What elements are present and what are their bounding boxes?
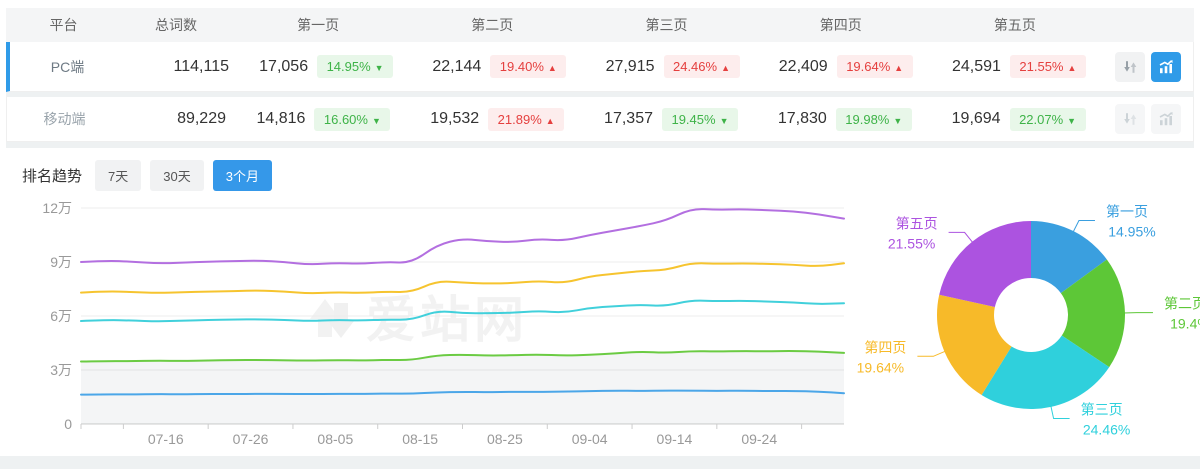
sort-arrows-icon <box>1124 60 1137 73</box>
total-words-value: 89,229 <box>177 110 226 127</box>
tab-30days[interactable]: 30天 <box>150 160 204 191</box>
svg-text:07-26: 07-26 <box>233 431 269 447</box>
col-page-2: 第二页 <box>471 17 514 33</box>
page1-change-badge: 14.95% ▼ <box>317 55 394 78</box>
col-page-5: 第五页 <box>993 17 1036 33</box>
section-separator <box>6 142 1194 148</box>
page5-count: 19,694 <box>951 110 1001 127</box>
total-words-value: 114,115 <box>173 57 229 75</box>
svg-text:第四页: 第四页 <box>864 339 906 355</box>
svg-text:09-24: 09-24 <box>741 431 777 447</box>
svg-text:3万: 3万 <box>50 362 72 378</box>
page4-count: 17,830 <box>777 110 827 127</box>
svg-text:08-15: 08-15 <box>402 431 438 447</box>
table-row-mobile[interactable]: 移动端 89,229 14,816 16.60% ▼ 19,532 21.89% ▲ 1… <box>6 97 1194 142</box>
platform-label: PC端 <box>50 58 85 75</box>
rank-trend-line-chart: 0 3万 6万 9万 12万 07-16 07-26 08-05 08-15 08-25 09-04… <box>42 200 845 447</box>
sort-arrows-icon <box>1124 113 1137 125</box>
sort-button[interactable] <box>1114 104 1145 134</box>
trend-header: 排名趋势 7天 30天 3个月 <box>6 148 1194 191</box>
page4-change-badge: 19.64% ▲ <box>836 55 913 78</box>
svg-text:第五页: 第五页 <box>896 215 938 231</box>
trend-line-chart-area: 爱站网 0 3万 6万 9万 12万 07-16 07-26 08-05 08-15 08-25 0… <box>6 184 854 456</box>
svg-text:07-16: 07-16 <box>148 431 184 447</box>
trend-chart-icon <box>1159 111 1173 126</box>
trend-section: 排名趋势 7天 30天 3个月 爱站网 0 3万 6万 9万 12万 07-16 07-26… <box>6 148 1200 456</box>
svg-text:第二页: 第二页 <box>1164 296 1200 312</box>
page5-change-badge: 21.55% ▲ <box>1009 55 1086 78</box>
page5-change-badge: 22.07% ▼ <box>1009 107 1086 131</box>
page3-count: 17,357 <box>604 110 653 127</box>
svg-text:09-04: 09-04 <box>572 431 608 447</box>
svg-text:08-25: 08-25 <box>487 431 523 447</box>
svg-text:第三页: 第三页 <box>1081 402 1123 418</box>
svg-text:19.64%: 19.64% <box>857 359 904 375</box>
page2-count: 22,144 <box>432 57 482 75</box>
col-page-3: 第三页 <box>645 17 688 33</box>
col-page-4: 第四页 <box>819 17 862 33</box>
page3-change-badge: 24.46% ▲ <box>663 55 740 78</box>
tab-3months[interactable]: 3个月 <box>212 160 272 191</box>
page1-count: 17,056 <box>259 57 309 75</box>
svg-text:0: 0 <box>64 416 72 432</box>
col-total-words: 总词数 <box>155 17 197 33</box>
svg-text:19.4%: 19.4% <box>1170 316 1200 332</box>
trend-chart-button[interactable] <box>1151 51 1182 82</box>
page-background-strip <box>0 456 1200 469</box>
svg-text:08-05: 08-05 <box>317 431 353 447</box>
rank-table: 平台 总词数 第一页 第二页 第三页 第四页 第五页 PC端 114,115 1… <box>6 8 1194 148</box>
page3-change-badge: 19.45% ▼ <box>661 107 738 131</box>
col-platform: 平台 <box>49 17 78 33</box>
page2-change-badge: 21.89% ▲ <box>488 107 565 131</box>
page4-count: 22,409 <box>778 57 828 75</box>
trend-title: 排名趋势 <box>22 168 83 185</box>
page2-change-badge: 19.40% ▲ <box>490 55 567 78</box>
platform-label: 移动端 <box>43 111 86 127</box>
svg-text:21.55%: 21.55% <box>888 235 935 251</box>
table-row-pc[interactable]: PC端 114,115 17,056 14.95% ▼ 22,144 19.40% ▲ … <box>6 42 1194 92</box>
page5-count: 24,591 <box>951 57 1001 75</box>
row-separator <box>6 92 1194 97</box>
page3-count: 27,915 <box>605 57 655 75</box>
trend-chart-button[interactable] <box>1150 104 1181 134</box>
trend-chart-icon <box>1159 59 1173 73</box>
svg-text:第一页: 第一页 <box>1106 203 1148 219</box>
svg-text:9万: 9万 <box>50 254 72 270</box>
page2-count: 19,532 <box>430 110 480 127</box>
page1-change-badge: 16.60% ▼ <box>314 107 391 131</box>
tab-7days[interactable]: 7天 <box>95 160 142 191</box>
page1-count: 14,816 <box>256 110 306 127</box>
svg-text:09-14: 09-14 <box>657 431 693 447</box>
col-page-1: 第一页 <box>297 17 340 33</box>
page4-change-badge: 19.98% ▼ <box>835 107 912 131</box>
svg-text:12万: 12万 <box>42 200 72 216</box>
svg-text:6万: 6万 <box>50 308 72 324</box>
svg-text:14.95%: 14.95% <box>1108 223 1155 239</box>
table-header: 平台 总词数 第一页 第二页 第三页 第四页 第五页 <box>6 8 1194 42</box>
svg-text:24.46%: 24.46% <box>1083 422 1130 438</box>
rank-distribution-donut-chart: 第一页 14.95% 第二页 19.4% 第三页 24.46% 第四页 19.64% 第五页 21… <box>857 203 1200 438</box>
sort-button[interactable] <box>1115 51 1146 82</box>
